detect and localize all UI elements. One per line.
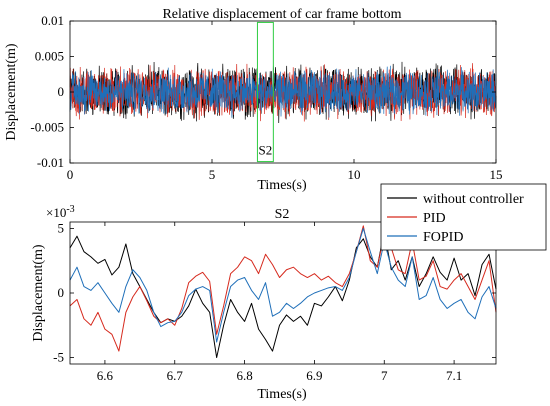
top-x-axis-label: Times(s): [257, 178, 307, 193]
top-y-tick-label: -0.005: [30, 120, 64, 135]
top-y-tick-label: 0.005: [35, 49, 64, 64]
bottom-x-tick-label: 7.1: [446, 368, 462, 383]
s2-zoom-label: S2: [259, 143, 273, 158]
bottom-y-exponent-power: -3: [66, 204, 74, 215]
top-y-tick-label: 0.01: [41, 13, 64, 28]
bottom-chart: S2 6.6 6.7 6.8 6.9 7 7.1 50-5 ×10-3 Times(s) …: [31, 204, 497, 402]
bottom-x-tick-label: 6.6: [97, 368, 114, 383]
bottom-x-tick-label: 6.9: [306, 368, 322, 383]
legend-label: PID: [423, 211, 446, 226]
top-y-tick-label: -0.01: [37, 155, 64, 170]
top-chart: Relative displacement of car frame botto…: [4, 7, 503, 193]
top-x-axis: 0 5 10 15: [67, 21, 503, 182]
top-y-axis: 0.01 0.005 0 -0.005 -0.01: [30, 13, 496, 170]
legend-label: FOPID: [423, 230, 463, 245]
bottom-series-line: [69, 225, 497, 352]
bottom-x-tick-label: 6.7: [167, 368, 184, 383]
bottom-y-exponent-base: ×10: [46, 205, 66, 220]
bottom-x-tick-label: 6.8: [236, 368, 252, 383]
top-y-axis-label: Displacement(m): [4, 43, 19, 141]
bottom-chart-title: S2: [275, 207, 290, 222]
legend: without controller PID FOPID: [380, 183, 547, 251]
top-x-tick-label: 15: [490, 167, 503, 182]
bottom-x-axis-label: Times(s): [257, 387, 307, 402]
bottom-y-axis-label: Displacement(m): [31, 244, 46, 342]
s2-zoom-region: [256, 21, 274, 163]
top-y-tick-label: 0: [58, 84, 65, 99]
bottom-series-line: [69, 227, 497, 343]
top-plot-area: [69, 61, 497, 124]
legend-label: without controller: [423, 192, 524, 207]
legend-items: without controller PID FOPID: [387, 192, 524, 245]
bottom-x-axis: 6.6 6.7 6.8 6.9 7 7.1: [97, 222, 462, 383]
top-x-tick-label: 0: [67, 167, 74, 182]
bottom-plot-area: [69, 225, 497, 359]
top-x-tick-label: 5: [209, 167, 216, 182]
bottom-y-tick-label: 0: [58, 285, 65, 300]
bottom-y-tick-label: -5: [53, 350, 64, 365]
top-series-line: [69, 65, 497, 118]
top-x-tick-label: 10: [348, 167, 361, 182]
bottom-x-tick-label: 7: [381, 368, 388, 383]
top-chart-title: Relative displacement of car frame botto…: [162, 7, 401, 22]
bottom-y-exponent: ×10-3: [46, 204, 75, 220]
bottom-y-tick-label: 5: [58, 220, 65, 235]
